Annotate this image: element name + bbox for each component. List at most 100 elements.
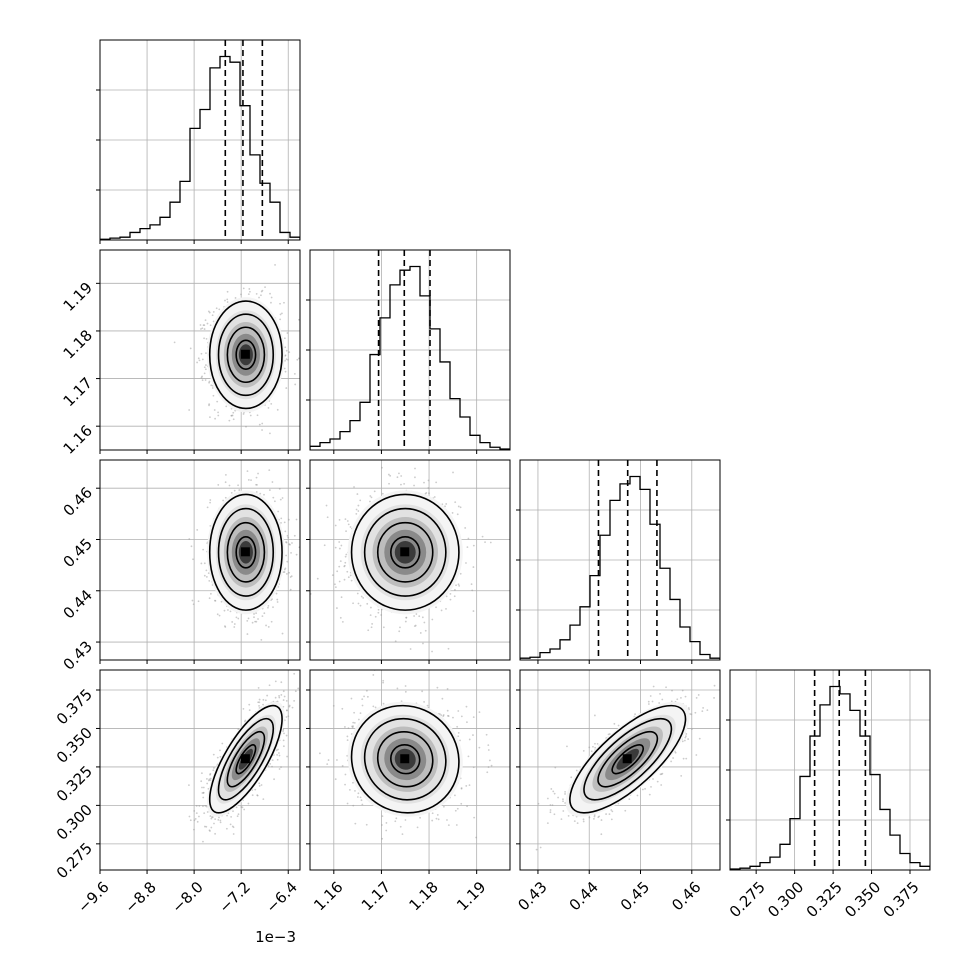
scatter-point [419,816,421,819]
density-peak [622,754,632,764]
scatter-point [465,785,468,787]
contour-line [217,717,275,801]
scatter-point [576,822,579,825]
scatter-point [676,698,679,701]
scatter-point [284,346,287,349]
scatter-point [451,512,454,514]
scatter-point [276,758,279,761]
scatter-point [192,603,195,606]
scatter-point [247,293,250,296]
scatter-point [385,822,388,824]
scatter-point [286,560,289,563]
scatter-point [207,779,210,782]
scatter-point [269,432,271,435]
scatter-point [237,484,239,487]
scatter-point [211,816,213,819]
scatter-point [394,820,397,823]
scatter-point [350,579,353,582]
scatter-point [262,798,265,801]
scatter-point [365,689,368,692]
scatter-point [331,574,334,577]
scatter-point [431,650,433,653]
scatter-point [695,696,698,699]
density-peak [240,754,250,764]
contour-line [376,730,434,788]
scatter-point [326,516,329,519]
contour-line [208,493,283,611]
density-group [188,672,300,843]
scatter-point [285,541,287,543]
scatter-point [389,474,392,477]
contour-line [350,704,460,814]
scatter-point [198,815,200,818]
scatter-point [281,497,284,499]
y-tick-label: 1.18 [60,326,96,362]
scatter-point [382,681,385,684]
scatter-point [687,738,690,740]
scatter-point [445,503,448,505]
x-tick-label: 0.43 [514,878,550,914]
scatter-point [256,483,258,486]
scatter-point [323,544,326,547]
density-group [535,661,716,851]
scatter-point [446,709,449,712]
scatter-point [202,805,204,808]
scatter-point [697,694,700,696]
y-tick-label: 0.46 [60,483,96,519]
scatter-point [229,610,232,613]
scatter-point [698,737,701,740]
scatter-point [573,820,576,822]
scatter-point [217,411,219,414]
scatter-point [472,610,475,612]
scatter-point [259,492,262,495]
scatter-point [294,383,297,386]
scatter-point [441,697,444,700]
scatter-point [648,793,651,796]
scatter-point [705,661,707,663]
scatter-point [456,513,459,516]
scatter-point [284,567,287,570]
scatter-point [366,602,369,605]
scatter-point [223,609,226,612]
scatter-point [460,802,463,805]
scatter-point [567,815,570,817]
scatter-point [681,689,684,692]
contour-panel: 1.16 1.17 1.18 1.19 [60,249,301,458]
scatter-point [285,699,288,702]
scatter-point [457,505,460,508]
axes-frame [519,459,721,661]
scatter-point [265,624,267,627]
scatter-point [232,418,235,421]
contour-panel: 0.43 0.44 0.45 0.46 [60,459,301,674]
scatter-point [253,616,255,619]
scatter-point [283,521,286,524]
scatter-point [224,496,227,499]
scatter-point [214,818,217,821]
scatter-point [286,709,288,712]
scatter-point [452,471,454,474]
scatter-point [294,690,297,693]
scatter-point [472,716,475,719]
scatter-point [455,824,458,826]
contour-line [208,300,283,410]
scatter-point [685,735,687,738]
contour-line [611,744,645,775]
scatter-point [264,699,267,702]
scatter-point [285,349,288,352]
scatter-point [274,680,277,683]
scatter-point [279,318,282,321]
scatter-point [263,612,266,615]
scatter-point [267,626,270,628]
scatter-point [345,530,347,533]
scatter-point [192,558,194,561]
scatter-point [381,824,383,826]
scatter-point [353,721,356,724]
scatter-point [628,798,631,801]
scatter-point [285,387,288,389]
contour-line [226,521,266,583]
histogram-steps [100,55,300,240]
scatter-point [224,299,226,302]
scatter-point [285,554,288,557]
scatter-point [351,726,354,729]
scatter-point [418,615,421,618]
